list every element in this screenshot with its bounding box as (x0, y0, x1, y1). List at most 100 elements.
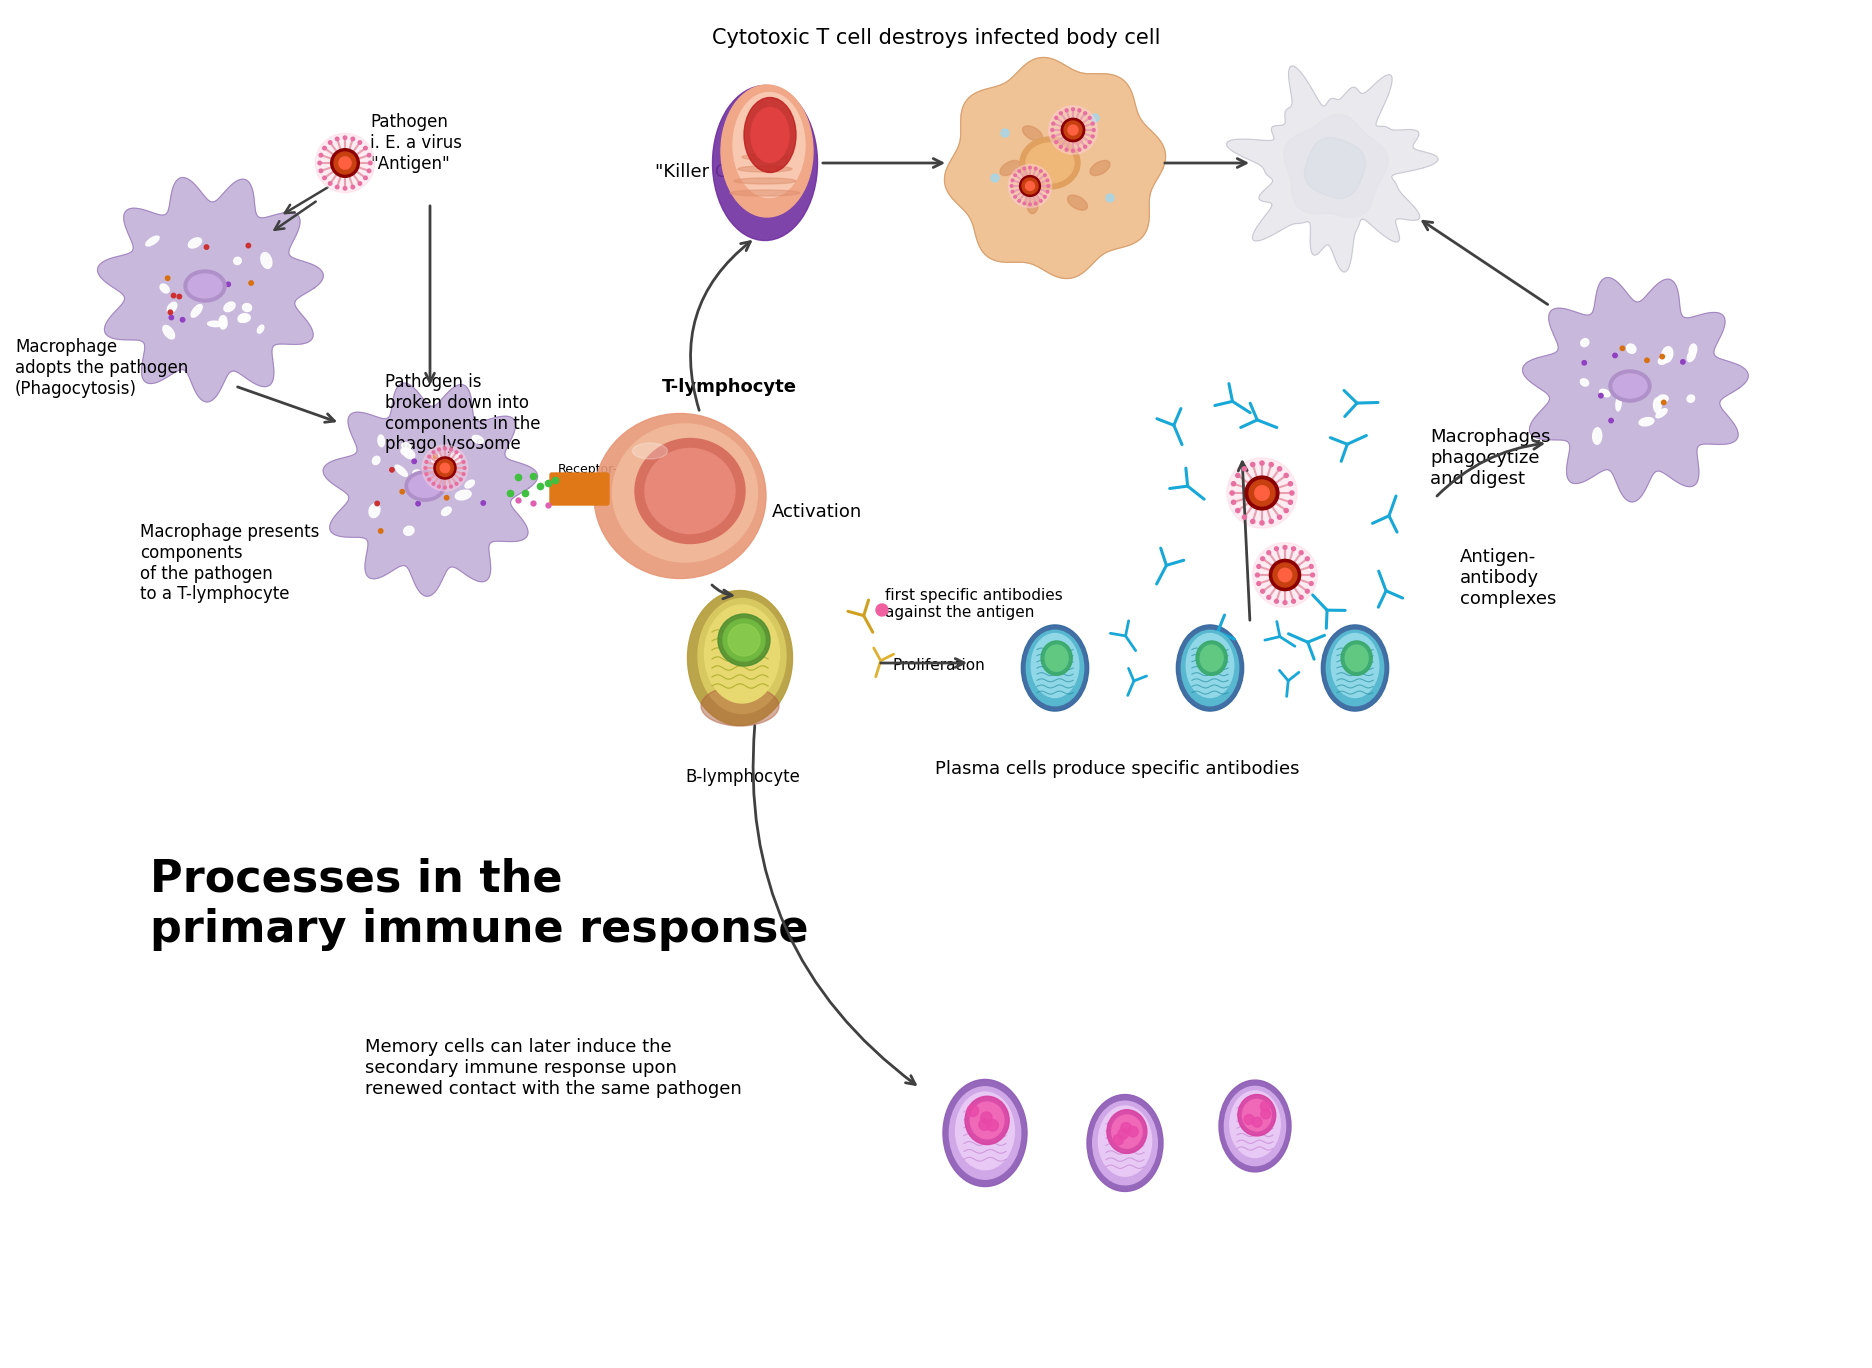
Ellipse shape (1243, 1100, 1271, 1131)
Ellipse shape (1090, 160, 1110, 175)
Circle shape (1260, 557, 1265, 561)
Text: Macrophage
adopts the pathogen
(Phagocytosis): Macrophage adopts the pathogen (Phagocyt… (15, 338, 189, 398)
Ellipse shape (402, 449, 416, 458)
Circle shape (1614, 353, 1617, 357)
Circle shape (1063, 120, 1082, 140)
Ellipse shape (1580, 379, 1589, 386)
Ellipse shape (432, 454, 442, 465)
Ellipse shape (1580, 339, 1589, 346)
Ellipse shape (1106, 1109, 1148, 1153)
Ellipse shape (260, 253, 271, 268)
Text: Proliferation: Proliferation (891, 658, 985, 673)
Ellipse shape (451, 453, 461, 460)
Circle shape (438, 449, 440, 451)
Circle shape (1249, 480, 1275, 506)
Circle shape (1046, 179, 1048, 182)
Circle shape (1106, 194, 1114, 202)
Circle shape (1245, 476, 1279, 510)
Ellipse shape (698, 599, 786, 714)
Text: Plasma cells produce specific antibodies: Plasma cells produce specific antibodies (934, 761, 1299, 778)
Ellipse shape (1067, 196, 1088, 211)
Circle shape (1260, 1109, 1271, 1119)
Ellipse shape (225, 302, 236, 312)
Circle shape (1252, 543, 1318, 607)
Text: Cytotoxic T cell destroys infected body cell: Cytotoxic T cell destroys infected body … (711, 27, 1161, 48)
Ellipse shape (734, 93, 805, 197)
Circle shape (1256, 565, 1260, 568)
Polygon shape (1226, 66, 1438, 272)
Circle shape (401, 490, 404, 494)
Ellipse shape (955, 1092, 1015, 1170)
Ellipse shape (256, 326, 264, 334)
Circle shape (1054, 116, 1058, 119)
Circle shape (320, 153, 322, 157)
Ellipse shape (1093, 1101, 1157, 1185)
Circle shape (1645, 358, 1649, 363)
Circle shape (417, 477, 423, 482)
Circle shape (462, 466, 466, 469)
Circle shape (1039, 170, 1043, 172)
Circle shape (1288, 501, 1292, 505)
Ellipse shape (1659, 395, 1668, 402)
Circle shape (1681, 360, 1685, 364)
Ellipse shape (219, 319, 227, 328)
Circle shape (1054, 141, 1058, 144)
Polygon shape (97, 178, 324, 402)
Circle shape (1035, 167, 1037, 170)
Ellipse shape (189, 238, 202, 248)
Ellipse shape (395, 465, 408, 476)
Circle shape (358, 182, 361, 185)
Circle shape (1022, 167, 1026, 170)
Ellipse shape (1224, 1086, 1286, 1166)
Ellipse shape (464, 480, 474, 488)
Circle shape (1018, 170, 1020, 172)
Circle shape (432, 451, 434, 454)
Circle shape (358, 141, 361, 144)
Ellipse shape (1659, 357, 1668, 364)
Ellipse shape (412, 471, 423, 477)
Ellipse shape (163, 326, 174, 339)
Circle shape (1275, 547, 1279, 551)
Ellipse shape (633, 443, 668, 460)
Circle shape (1114, 1134, 1123, 1145)
Ellipse shape (713, 85, 818, 241)
Circle shape (1078, 109, 1080, 112)
Ellipse shape (1617, 372, 1627, 380)
Circle shape (462, 461, 464, 464)
Text: Processes in the
primary immune response: Processes in the primary immune response (150, 858, 809, 951)
Ellipse shape (1616, 397, 1621, 410)
Ellipse shape (1340, 642, 1372, 676)
Ellipse shape (401, 449, 408, 456)
Circle shape (1065, 109, 1069, 112)
Circle shape (389, 468, 395, 472)
Circle shape (449, 486, 453, 488)
Ellipse shape (730, 190, 799, 196)
Circle shape (968, 1105, 979, 1116)
Circle shape (1052, 135, 1054, 138)
Circle shape (339, 157, 352, 170)
Circle shape (455, 483, 459, 486)
Polygon shape (1284, 114, 1389, 218)
Text: Receptor-
Protein: Receptor- Protein (558, 462, 618, 491)
Ellipse shape (1593, 428, 1602, 445)
Text: T-lymphocyte: T-lymphocyte (663, 378, 797, 395)
Circle shape (1279, 568, 1292, 581)
Circle shape (1011, 185, 1013, 187)
Circle shape (1022, 178, 1037, 194)
Text: Pathogen
i. E. a virus
"Antigen": Pathogen i. E. a virus "Antigen" (371, 114, 462, 172)
Ellipse shape (1200, 646, 1222, 672)
Ellipse shape (738, 166, 792, 172)
Ellipse shape (1325, 631, 1383, 706)
Text: Memory cells can later induce the
secondary immune response upon
renewed contact: Memory cells can later induce the second… (365, 1038, 741, 1097)
Ellipse shape (234, 257, 241, 264)
Ellipse shape (1000, 160, 1020, 175)
Ellipse shape (723, 618, 766, 661)
Text: first specific antibodies
against the antigen: first specific antibodies against the an… (885, 588, 1063, 621)
Ellipse shape (949, 1086, 1020, 1179)
Ellipse shape (1662, 346, 1674, 363)
Circle shape (172, 293, 176, 298)
Circle shape (1288, 482, 1292, 486)
Circle shape (1290, 491, 1294, 495)
Circle shape (438, 486, 440, 488)
Circle shape (352, 185, 354, 189)
